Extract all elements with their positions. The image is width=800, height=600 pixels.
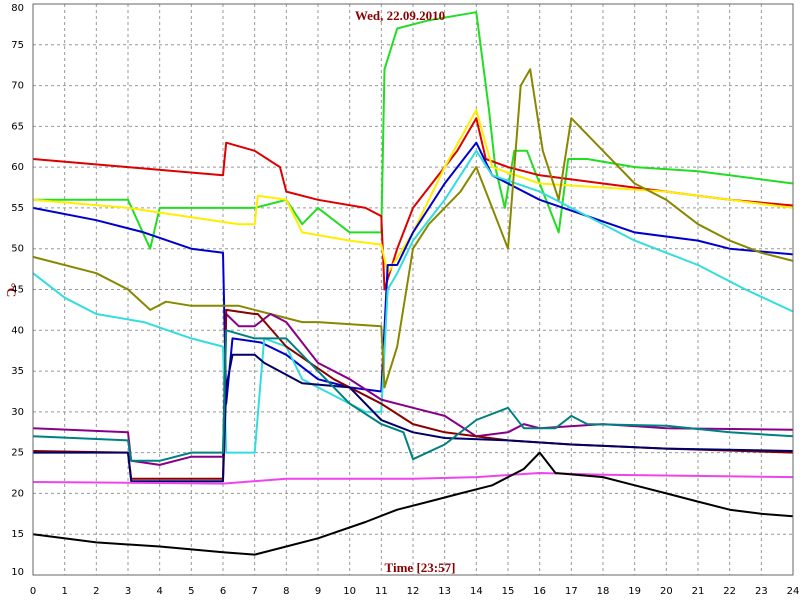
x-tick-label: 15: [502, 586, 515, 597]
series-line: [33, 11, 794, 250]
y-tick-label: 80: [11, 3, 24, 14]
series-line: [32, 472, 794, 485]
y-tick-label: 60: [11, 162, 24, 173]
y-tick-label: 35: [11, 366, 24, 377]
x-tick-label: 8: [283, 586, 289, 597]
y-axis-label: °C: [4, 283, 19, 298]
x-tick-label: 13: [438, 586, 451, 597]
y-tick-label: 50: [11, 244, 24, 255]
y-tick-label: 65: [11, 121, 24, 132]
y-tick-label: 40: [11, 325, 24, 336]
y-tick-label: 15: [11, 529, 24, 540]
y-tick-label: 30: [11, 407, 24, 418]
x-tick-label: 14: [470, 586, 483, 597]
x-tick-label: 6: [220, 586, 226, 597]
plot-lines: [32, 11, 794, 556]
series-line: [32, 68, 794, 389]
x-tick-label: 7: [251, 586, 257, 597]
x-tick-label: 9: [315, 586, 321, 597]
chart-title: Wed, 22.09.2010: [355, 8, 445, 23]
x-tick-label: 2: [93, 586, 99, 597]
x-tick-label: 24: [787, 586, 800, 597]
series-line: [33, 353, 794, 483]
series-line: [32, 451, 794, 556]
y-tick-label: 20: [11, 488, 24, 499]
x-tick-label: 4: [156, 586, 162, 597]
x-tick-label: 3: [125, 586, 131, 597]
series-line: [32, 141, 794, 405]
x-tick-label: 22: [723, 586, 736, 597]
x-tick-label: 18: [597, 586, 610, 597]
series-line: [32, 329, 794, 462]
x-tick-label: 21: [692, 586, 705, 597]
y-tick-label: 25: [11, 448, 24, 459]
x-tick-label: 1: [61, 586, 67, 597]
x-tick-label: 0: [30, 586, 36, 597]
x-axis-label: Time [23:57]: [385, 560, 456, 575]
x-tick-label: 20: [660, 586, 673, 597]
x-tick-label: 17: [565, 586, 578, 597]
x-tick-label: 19: [628, 586, 641, 597]
y-tick-label: 55: [11, 203, 24, 214]
y-tick-label: 10: [11, 567, 24, 578]
x-tick-label: 10: [343, 586, 356, 597]
y-tick-label: 75: [11, 40, 24, 51]
y-tick-label: 45: [11, 285, 24, 296]
y-tick-label: 70: [11, 81, 24, 92]
x-tick-label: 23: [755, 586, 768, 597]
series-line: [32, 313, 794, 466]
x-tick-label: 5: [188, 586, 194, 597]
plot-frame: [32, 3, 794, 576]
x-tick-label: 16: [533, 586, 546, 597]
x-tick-label: 12: [407, 586, 420, 597]
x-tick-label: 11: [375, 586, 388, 597]
